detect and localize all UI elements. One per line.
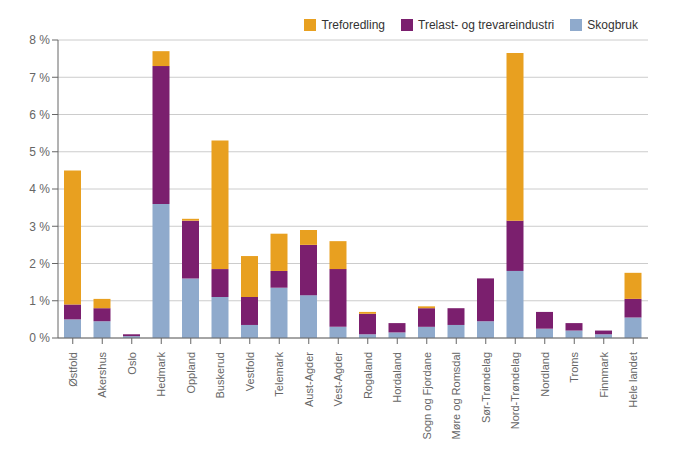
svg-text:Møre og Romsdal: Møre og Romsdal bbox=[450, 352, 462, 439]
svg-text:Oslo: Oslo bbox=[126, 352, 138, 375]
svg-text:8 %: 8 % bbox=[29, 33, 50, 47]
svg-text:Hele landet: Hele landet bbox=[627, 352, 639, 408]
svg-text:2 %: 2 % bbox=[29, 257, 50, 271]
svg-text:5 %: 5 % bbox=[29, 145, 50, 159]
svg-text:Østfold: Østfold bbox=[67, 352, 79, 387]
svg-text:3 %: 3 % bbox=[29, 220, 50, 234]
svg-text:Buskerud: Buskerud bbox=[214, 352, 226, 398]
svg-text:Aust-Agder: Aust-Agder bbox=[303, 352, 315, 407]
svg-text:Nordland: Nordland bbox=[539, 352, 551, 397]
svg-text:0 %: 0 % bbox=[29, 331, 50, 345]
svg-text:Vestfold: Vestfold bbox=[244, 352, 256, 391]
svg-text:Finnmark: Finnmark bbox=[598, 352, 610, 398]
svg-text:1 %: 1 % bbox=[29, 294, 50, 308]
svg-text:Troms: Troms bbox=[568, 352, 580, 383]
svg-text:Akershus: Akershus bbox=[96, 352, 108, 398]
html-text:Skogbruk: Skogbruk bbox=[587, 18, 638, 32]
html-text:Treforedling: Treforedling bbox=[321, 18, 385, 32]
svg-text:Hedmark: Hedmark bbox=[155, 352, 167, 397]
svg-text:Sogn og Fjordane: Sogn og Fjordane bbox=[421, 352, 433, 439]
svg-text:Hordaland: Hordaland bbox=[391, 352, 403, 403]
svg-text:Vest-Agder: Vest-Agder bbox=[332, 352, 344, 407]
html-text:Trelast- og trevareindustri: Trelast- og trevareindustri bbox=[418, 18, 555, 32]
svg-text:Nord-Trøndelag: Nord-Trøndelag bbox=[509, 352, 521, 429]
svg-text:Rogaland: Rogaland bbox=[362, 352, 374, 399]
svg-text:Telemark: Telemark bbox=[273, 352, 285, 397]
svg-text:Sør-Trøndelag: Sør-Trøndelag bbox=[480, 352, 492, 423]
svg-text:6 %: 6 % bbox=[29, 108, 50, 122]
svg-text:7 %: 7 % bbox=[29, 71, 50, 85]
svg-text:Oppland: Oppland bbox=[185, 352, 197, 394]
svg-text:4 %: 4 % bbox=[29, 182, 50, 196]
